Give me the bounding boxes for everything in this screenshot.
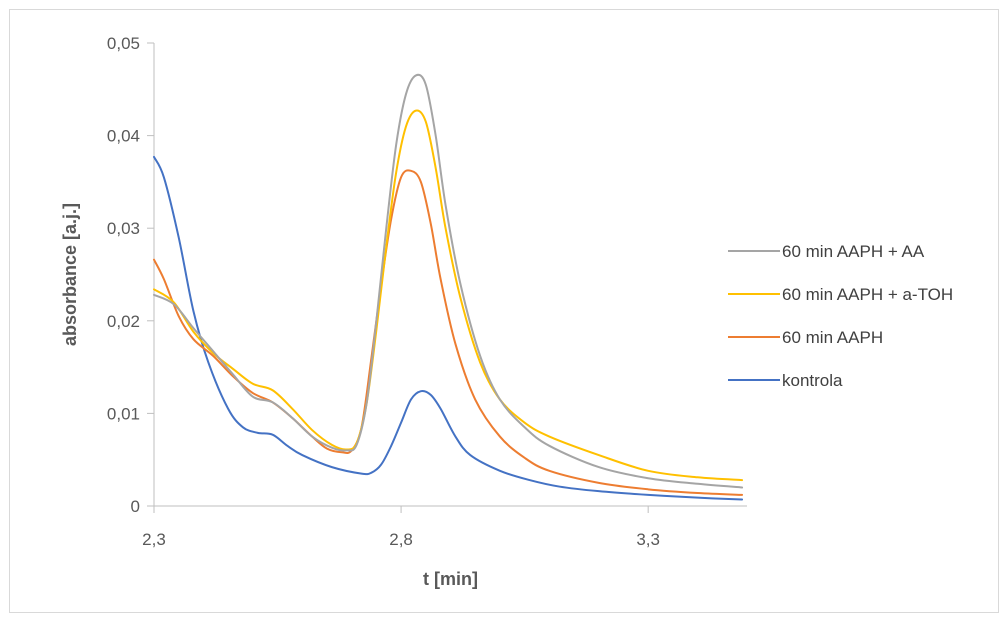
y-tick-label: 0,02 (107, 312, 140, 331)
series-line-60-min-aaph-a-toh (153, 109, 744, 482)
series-line-60-min-aaph-aa (153, 73, 744, 489)
y-axis-title: absorbance [a.j.] (60, 203, 80, 346)
legend-label-kontrola: kontrola (782, 371, 843, 390)
chart-frame (9, 9, 999, 613)
legend-label-60-min-aaph: 60 min AAPH (782, 328, 883, 347)
y-tick-label: 0 (131, 497, 140, 516)
legend: 60 min AAPH + AA 60 min AAPH + a-TOH 60 mi… (728, 242, 953, 390)
legend-label-60-min-aaph-aa: 60 min AAPH + AA (782, 242, 925, 261)
y-tick-label: 0,03 (107, 219, 140, 238)
x-tick-label: 3,3 (636, 530, 660, 549)
legend-label-60-min-aaph-a-toh: 60 min AAPH + a-TOH (782, 285, 953, 304)
x-tick-label: 2,3 (142, 530, 166, 549)
x-tick-label: 2,8 (389, 530, 413, 549)
y-tick-label: 0,04 (107, 127, 140, 146)
series-layer (153, 73, 744, 501)
y-tick-label: 0,05 (107, 34, 140, 53)
axes: 0 0,01 0,02 0,03 0,04 0,05 2,3 2,8 3,3 (107, 34, 747, 549)
x-axis-title: t [min] (423, 569, 478, 589)
series-line-kontrola (153, 155, 744, 501)
y-tick-label: 0,01 (107, 404, 140, 423)
